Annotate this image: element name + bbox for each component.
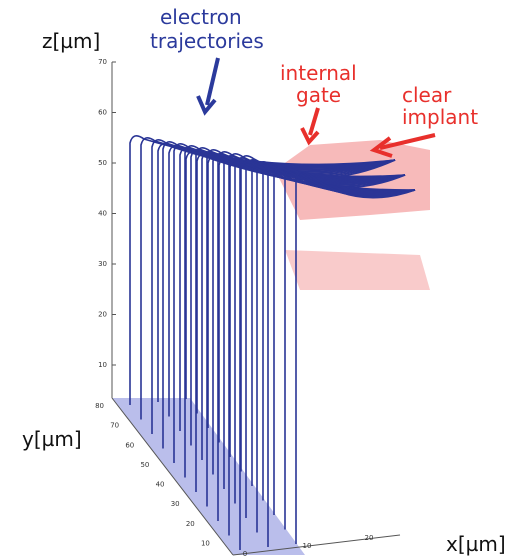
annotation: trajectories	[150, 29, 264, 53]
z-tick-label: 20	[98, 311, 107, 319]
annotation: implant	[402, 105, 478, 129]
y-tick-label: 60	[125, 441, 134, 449]
arrow	[205, 57, 220, 106]
arrow-head	[369, 136, 393, 158]
trajectory	[295, 171, 416, 544]
trajectory	[229, 159, 416, 457]
trajectories	[129, 135, 416, 550]
trajectory	[273, 167, 416, 515]
y-tick-label: 20	[186, 520, 195, 528]
annotation: internal	[280, 61, 357, 85]
y-tick-label: 10	[201, 539, 210, 547]
z-tick-label: 60	[98, 109, 107, 117]
z-tick-label: 10	[98, 361, 107, 369]
z-tick-label: 50	[98, 159, 107, 167]
annotation: electron	[160, 5, 242, 29]
trajectory	[284, 169, 416, 530]
trajectory	[267, 163, 406, 547]
z-tick-label: 30	[98, 260, 107, 268]
arrow	[308, 107, 320, 136]
y-axis	[111, 397, 234, 556]
x-axis-label: x[µm]	[446, 532, 506, 556]
x-tick-label: 10	[303, 542, 312, 550]
arrow-head	[196, 95, 217, 116]
arrow	[379, 133, 436, 150]
y-tick-label: 30	[171, 500, 180, 508]
z-axis-label: z[µm]	[42, 29, 100, 53]
annotation: clear	[402, 83, 452, 107]
z-tick-label: 40	[98, 210, 107, 218]
z-tick-label: 70	[98, 58, 107, 66]
implant-plane	[285, 250, 430, 290]
y-tick-label: 50	[140, 461, 149, 469]
trajectory	[218, 157, 416, 443]
trajectory	[251, 163, 416, 486]
x-tick-label: 20	[365, 534, 374, 542]
y-tick-label: 70	[110, 422, 119, 430]
y-axis-label: y[µm]	[22, 427, 82, 451]
arrow-head	[300, 127, 320, 146]
y-tick-label: 40	[156, 481, 165, 489]
x-tick-label: 0	[243, 550, 247, 558]
trajectory	[240, 161, 416, 472]
annotation: gate	[296, 83, 341, 107]
x-axis	[232, 534, 401, 556]
y-tick-label: 80	[95, 402, 104, 410]
